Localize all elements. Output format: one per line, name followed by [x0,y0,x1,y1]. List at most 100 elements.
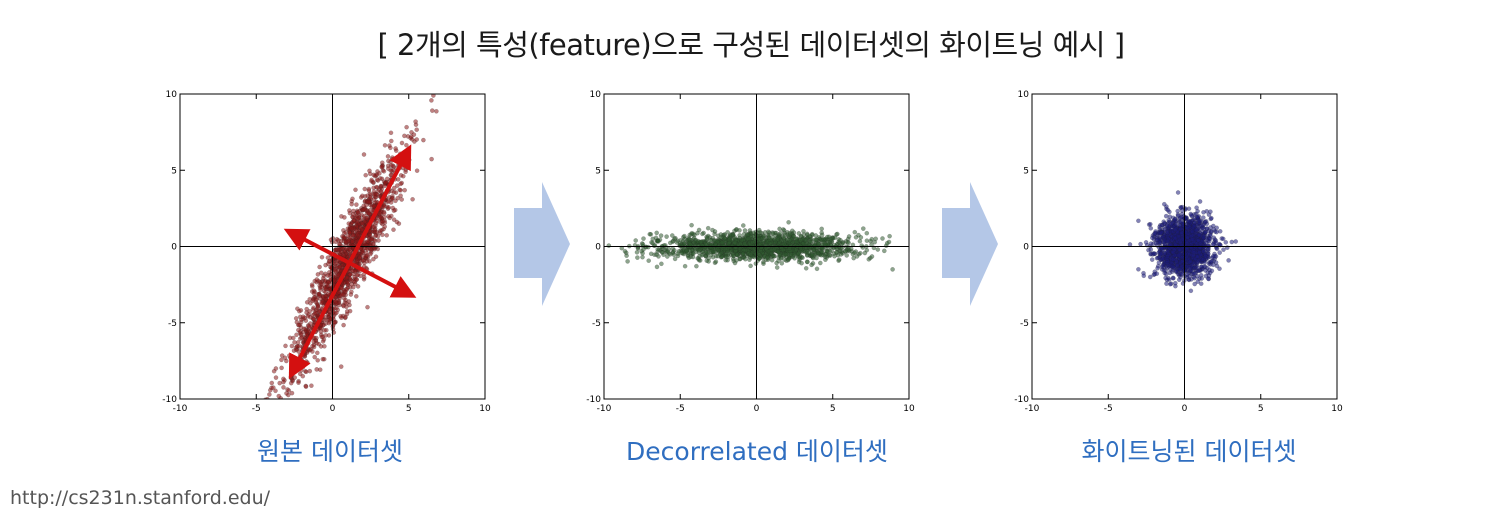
caption-original: 원본 데이터셋 [257,437,403,466]
scatter-point [734,252,740,258]
scatter-point [395,195,400,201]
scatter-point [1163,275,1168,281]
scatter-point [1167,281,1173,287]
scatter-point [700,231,705,237]
scatter-point [753,261,759,266]
scatter-point [271,385,276,390]
scatter-point [368,246,374,252]
scatter-point [398,188,403,193]
scatter-point [712,229,718,234]
scatter-point [1174,268,1179,274]
scatter-point [364,253,370,258]
scatter-point [312,354,317,360]
scatter-point [857,250,863,256]
scatter-point [1198,272,1204,278]
scatter-point [410,197,415,202]
scatter-point [1201,235,1206,241]
scatter-point [283,343,288,349]
scatter-point [333,268,338,274]
scatter-point [350,196,355,202]
scatter-point [698,239,704,245]
scatter-point [1200,257,1206,262]
scatter-point [1165,207,1171,213]
scatter-point [384,232,389,238]
scatter-point [391,217,397,222]
scatter-point [361,203,366,209]
scatter-point [844,253,850,258]
scatter-point [1179,208,1185,213]
scatter-point [1179,230,1184,235]
scatter-point [766,229,771,234]
scatter-point [352,279,358,285]
scatter-point [687,248,693,253]
scatter-point [1165,253,1170,259]
scatter-point [1192,271,1197,276]
scatter-point [393,190,399,195]
scatter-point [640,254,645,260]
x-tick-label: 10 [1331,404,1343,414]
scatter-point [659,261,664,267]
scatter-point [821,236,826,242]
scatter-point [873,236,879,242]
scatter-point [672,236,677,241]
scatter-point [1158,251,1164,257]
scatter-point [281,379,286,385]
scatter-point [1220,236,1226,242]
scatter-point [679,250,684,256]
scatter-point [1188,258,1193,264]
scatter-point [414,137,420,142]
scatter-point [1203,229,1209,235]
scatter-point [732,260,738,266]
scatter-point [864,247,870,253]
scatter-point [1184,272,1190,277]
scatter-point [1168,221,1174,227]
y-tick-label: 5 [171,166,177,176]
scatter-point [281,385,286,390]
y-tick-label: 0 [595,243,601,253]
scatter-point [807,234,812,239]
scatter-point [1182,216,1188,222]
scatter-point [672,256,678,262]
scatter-point [682,241,687,246]
scatter-point [1209,215,1214,221]
scatter-point [283,403,287,407]
scatter-point [1149,235,1155,241]
scatter-point [1192,281,1197,287]
scatter-point [365,304,370,310]
scatter-point [369,177,374,183]
scatter-point [1197,268,1202,273]
scatter-point [344,309,350,314]
scatter-point [1157,231,1163,236]
y-tick-label: -5 [168,319,177,329]
scatter-point [292,340,297,345]
scatter-point [347,230,353,236]
y-tick-label: 5 [1023,166,1029,176]
scatter-point [783,252,789,257]
scatter-point [743,256,748,262]
scatter-point [1233,239,1238,244]
scatter-point [381,169,387,174]
scatter-point [316,309,322,314]
scatter-point [1164,223,1170,228]
scatter-point [840,240,846,246]
scatter-point [378,189,384,194]
scatter-point [846,240,851,246]
scatter-point [381,204,387,209]
scatter-point [641,236,646,241]
scatter-point [732,240,737,246]
scatter-point [1195,214,1200,220]
scatter-point [381,211,387,216]
scatter-point [432,80,436,84]
scatter-point [431,94,436,98]
scatter-point [1183,229,1188,235]
scatter-points [1127,190,1238,294]
scatter-point [1136,266,1141,272]
scatter-point [670,233,675,238]
scatter-point [429,156,434,162]
scatter-point [359,193,365,199]
scatter-point [376,238,381,243]
scatter-point [359,226,365,232]
x-tick-label: 5 [1258,404,1264,414]
scatter-point [654,252,659,257]
scatter-point [808,239,813,244]
